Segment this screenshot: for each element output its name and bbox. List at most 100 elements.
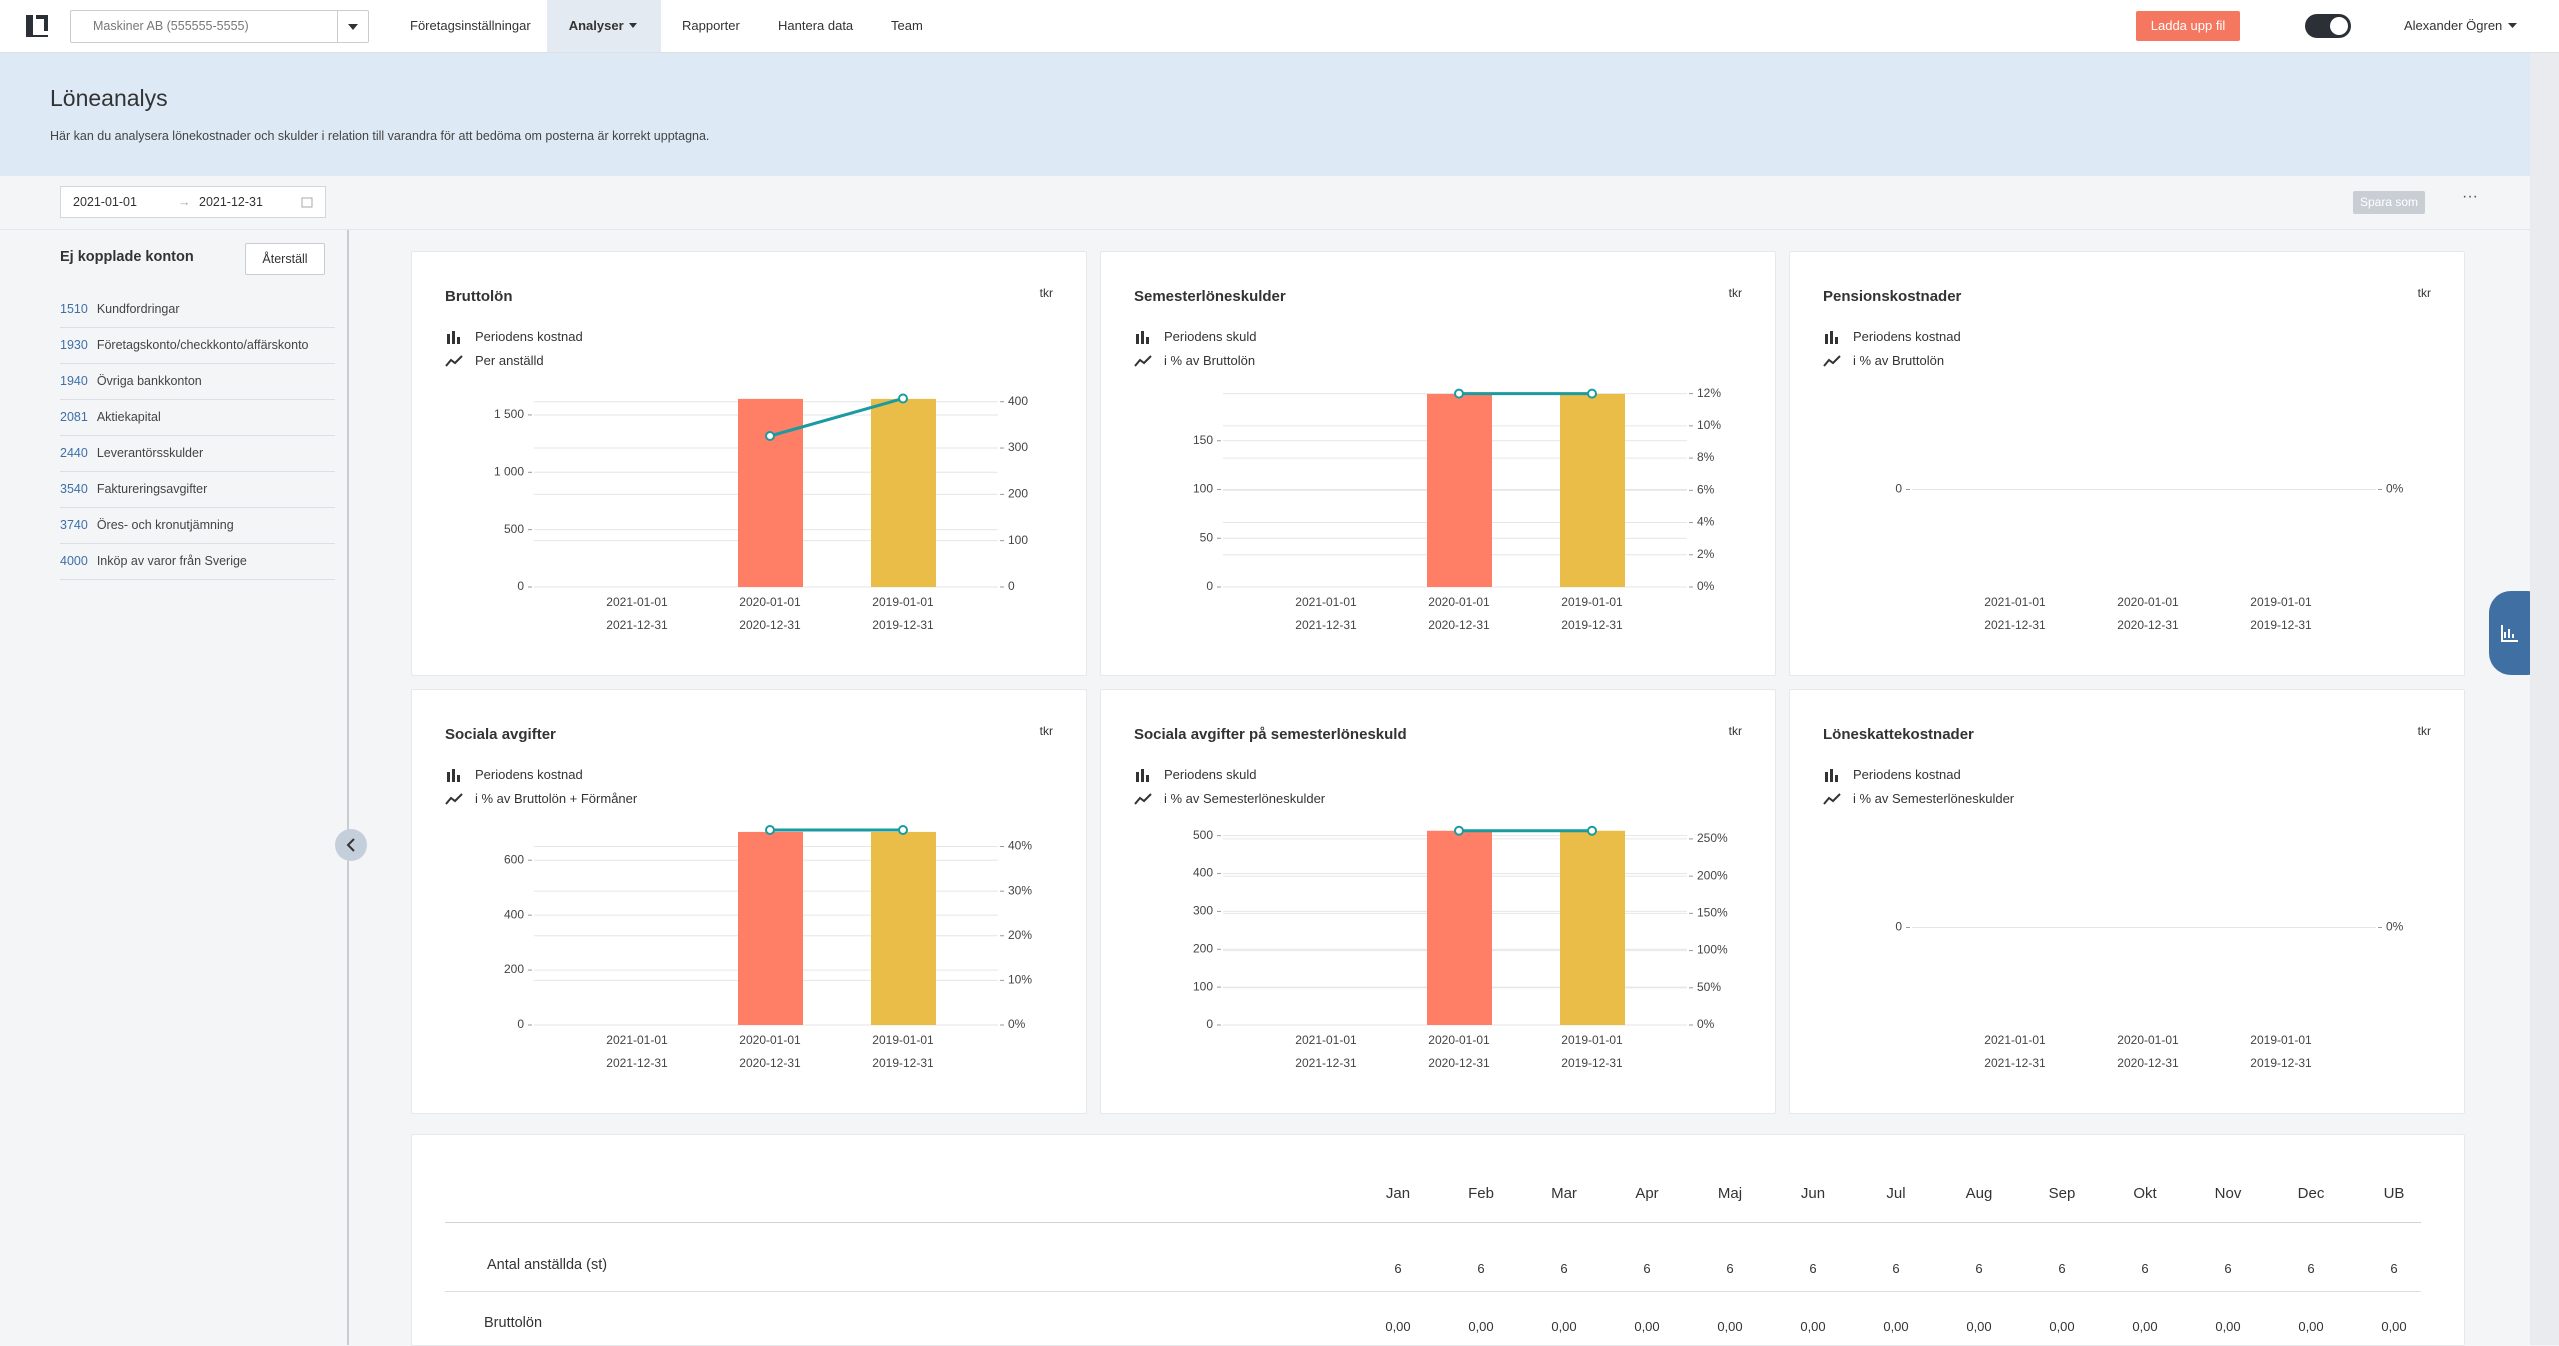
chart-title: Pensionskostnader xyxy=(1823,288,1962,305)
y-tick-label: 400 xyxy=(1193,866,1213,880)
account-number: 1930 xyxy=(60,338,88,352)
account-name: Leverantörsskulder xyxy=(96,446,204,460)
x-tick-label: 2020-12-31 xyxy=(2117,1056,2179,1070)
table-cell: 6 xyxy=(1560,1261,1568,1276)
legend-icon xyxy=(445,792,463,805)
icon-line xyxy=(1823,792,1841,805)
y2-tick-label: 8% xyxy=(1697,450,1715,464)
collapse-button[interactable] xyxy=(334,828,368,862)
logo[interactable] xyxy=(24,13,50,39)
date-range[interactable]: 2021-01-01 → 2021-12-31 xyxy=(60,186,326,218)
page-title: Löneanalys xyxy=(50,85,168,111)
side-tab[interactable] xyxy=(2489,591,2530,675)
chart-unit: tkr xyxy=(2417,724,2431,738)
chart-card: Sociala avgifter på semesterlöneskuld tkr… xyxy=(1100,689,1776,1114)
nav-item[interactable]: Team xyxy=(891,18,923,33)
y2-tick-label: 50% xyxy=(1697,980,1721,994)
toggle[interactable] xyxy=(2305,14,2351,38)
bar xyxy=(871,398,936,587)
legend-icon xyxy=(1823,354,1841,367)
x-tick-label: 2019-01-01 xyxy=(872,1033,934,1047)
x-tick-label: 2020-01-01 xyxy=(2117,595,2179,609)
y-tick-label: 0 xyxy=(1895,482,1902,496)
x-tick-label: 2019-01-01 xyxy=(2250,595,2312,609)
chart-plot: 0 0% 2021-01-01 2021-12-31 2020-01-01 2020-12… xyxy=(1895,482,2403,633)
legend-item: Periodens kostnad xyxy=(445,767,583,782)
company-name: Maskiner AB (555555-5555) xyxy=(93,19,249,33)
nav-item[interactable]: Hantera data xyxy=(778,18,854,33)
nav-item[interactable]: Rapporter xyxy=(682,18,740,33)
nav-item[interactable]: Företagsinställningar xyxy=(410,18,531,33)
table-cell: 6 xyxy=(1809,1261,1817,1276)
account-number: 1510 xyxy=(60,302,88,316)
company-select[interactable]: Maskiner AB (555555-5555) xyxy=(70,10,369,43)
header-line xyxy=(445,1222,2421,1223)
table-cell: 0,00 xyxy=(1800,1319,1826,1334)
save-button[interactable]: Spara som xyxy=(2353,191,2425,214)
icon-line xyxy=(1134,354,1152,367)
y2-tick-label: 12% xyxy=(1697,386,1721,400)
y2-tick-label: 20% xyxy=(1008,928,1032,942)
x-tick-label: 2019-12-31 xyxy=(2250,1056,2312,1070)
table-cell: 6 xyxy=(1394,1261,1402,1276)
nav-item-active[interactable]: Analyser xyxy=(547,0,661,52)
y2-tick-label: 200% xyxy=(1697,868,1728,882)
icon-bar xyxy=(1835,774,1838,782)
bar xyxy=(1427,830,1492,1025)
x-tick-label: 2021-01-01 xyxy=(606,1033,668,1047)
chart-title: Sociala avgifter xyxy=(445,726,556,743)
y2-tick-label: 200 xyxy=(1008,487,1028,501)
y-tick-label: 500 xyxy=(1193,828,1213,842)
table-cell: 6 xyxy=(2307,1261,2315,1276)
chart-title: Löneskattekostnader xyxy=(1823,726,1974,743)
chart-unit: tkr xyxy=(1728,724,1742,738)
legend-label: i % av Semesterlöneskulder xyxy=(1853,791,2015,806)
table-cell: 0,00 xyxy=(1385,1319,1411,1334)
user-menu[interactable]: Alexander Ögren xyxy=(2404,0,2520,52)
sidebar-title: Ej kopplade konton xyxy=(60,249,194,265)
x-tick-label: 2021-12-31 xyxy=(1295,1056,1357,1070)
y2-tick-label: 0% xyxy=(1008,1017,1026,1031)
x-tick-label: 2021-12-31 xyxy=(1984,1056,2046,1070)
legend-item: i % av Bruttolön xyxy=(1823,353,1944,368)
x-tick-label: 2020-12-31 xyxy=(739,1056,801,1070)
account-row: 1510 Kundfordringar xyxy=(60,292,335,328)
legend-item: i % av Bruttolön xyxy=(1134,353,1255,368)
icon-bar xyxy=(1835,336,1838,344)
y2-tick-label: 0% xyxy=(1697,1017,1715,1031)
table-cell: 0,00 xyxy=(1634,1319,1660,1334)
icon-bar xyxy=(457,336,460,344)
chart-plot: 0 50 100 150 0% 2% 4% 6% 8% 10% 12% 2021-01-01 2021-… xyxy=(1193,386,1721,632)
table-cell: 6 xyxy=(2390,1261,2398,1276)
y2-tick-label: 10% xyxy=(1697,418,1721,432)
account-name: Övriga bankkonton xyxy=(96,374,202,388)
legend-label: i % av Semesterlöneskulder xyxy=(1164,791,1326,806)
table-cell: 0,00 xyxy=(1717,1319,1743,1334)
reset-button[interactable]: Återställ xyxy=(245,243,325,275)
toolbar: 2021-01-01 → 2021-12-31 Spara som ··· xyxy=(0,176,2530,230)
upload-button[interactable]: Ladda upp fil xyxy=(2136,11,2240,41)
scrollbar xyxy=(2530,53,2559,1345)
icon-bar xyxy=(1146,336,1149,344)
x-tick-label: 2021-01-01 xyxy=(1295,595,1357,609)
bar xyxy=(1427,393,1492,587)
row-label: Bruttolön xyxy=(484,1315,543,1331)
y2-tick-label: 0% xyxy=(2386,920,2404,934)
sidebar: Ej kopplade konton Återställ 1510 Kundfor… xyxy=(0,230,349,1345)
chart-unit: tkr xyxy=(1039,286,1053,300)
account-name: Öres- och kronutjämning xyxy=(96,518,234,532)
legend-icon xyxy=(1134,792,1152,805)
x-tick-label: 2020-01-01 xyxy=(739,1033,801,1047)
legend-item: i % av Semesterlöneskulder xyxy=(1134,791,1325,806)
icon-line xyxy=(1134,792,1152,805)
more-menu[interactable]: ··· xyxy=(2462,188,2478,205)
table-cell: 6 xyxy=(1892,1261,1900,1276)
account-name: Aktiekapital xyxy=(96,410,161,424)
y-tick-label: 0 xyxy=(517,579,524,593)
y2-tick-label: 4% xyxy=(1697,515,1715,529)
y2-tick-label: 6% xyxy=(1697,482,1715,496)
page-header: Löneanalys Här kan du analysera lönekost… xyxy=(0,53,2530,176)
table-cell: 0,00 xyxy=(1883,1319,1909,1334)
legend-icon xyxy=(1825,768,1838,782)
